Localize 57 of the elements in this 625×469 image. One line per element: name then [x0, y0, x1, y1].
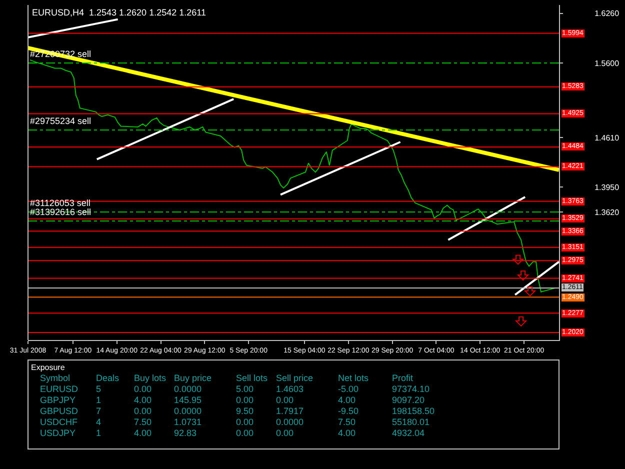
text: 0.00 — [134, 406, 152, 416]
text: 4.00 — [338, 395, 356, 405]
text: 7.50 — [134, 417, 152, 427]
y-tick-label: 1.5600 — [594, 58, 620, 68]
text: -9.50 — [338, 406, 359, 416]
text: 1 — [96, 395, 102, 405]
text: 4.00 — [338, 428, 356, 438]
text: 1.0731 — [174, 417, 202, 427]
line-series — [30, 59, 556, 292]
text: Sell price — [276, 373, 314, 383]
text: 4932.04 — [392, 428, 425, 438]
text: Buy price — [174, 373, 212, 383]
text: 0.00 — [276, 428, 294, 438]
y-tick-label: 1.3620 — [594, 208, 620, 217]
text: 0.0000 — [174, 384, 202, 394]
text: 1.7917 — [276, 406, 304, 416]
text: Deals — [96, 373, 120, 383]
y-tick-label: 1.4610 — [594, 133, 620, 142]
text: 0.00 — [276, 395, 294, 405]
text: 5 — [96, 384, 102, 394]
y-tick-label: 1.3950 — [594, 182, 620, 192]
text: 4 — [96, 417, 102, 427]
text: 0.00 — [134, 384, 152, 394]
text: Sell lots — [236, 373, 268, 383]
text: -5.00 — [338, 384, 359, 394]
text: EURUSD — [40, 384, 78, 394]
text: 7 — [96, 406, 102, 416]
text: 0.00 — [236, 417, 254, 427]
text: 7.50 — [338, 417, 356, 427]
text: Profit — [392, 373, 414, 383]
text: 0.00 — [236, 395, 254, 405]
text: Buy lots — [134, 373, 166, 383]
text: 4.00 — [134, 395, 152, 405]
text: 198158.50 — [392, 406, 435, 416]
text: GBPJPY — [40, 395, 76, 405]
text: 0.00 — [236, 428, 254, 438]
chart-title: EURUSD,H4 1.2543 1.2620 1.2542 1.2611 — [32, 7, 206, 18]
text: GBPUSD — [40, 406, 78, 416]
text: 4.00 — [134, 428, 152, 438]
text: Symbol — [40, 373, 70, 383]
text: 5.00 — [236, 384, 254, 394]
ref-line-label: #29755234 sell — [30, 116, 92, 126]
y-tick-label: 1.6260 — [594, 9, 620, 18]
text: 97374.10 — [392, 384, 430, 394]
text: 1 — [96, 428, 102, 438]
text: 9.50 — [236, 406, 254, 416]
text: 0.0000 — [174, 406, 202, 416]
text: Exposure — [31, 363, 65, 372]
text: 9097.20 — [392, 395, 425, 405]
text: 0.0000 — [276, 417, 304, 427]
text: 145.95 — [174, 395, 202, 405]
text: USDJPY — [40, 428, 76, 438]
text: 92.83 — [174, 428, 197, 438]
text: Net lots — [338, 373, 369, 383]
text: 55180.01 — [392, 417, 430, 427]
text: USDCHF — [40, 417, 78, 427]
text: 1.4603 — [276, 384, 304, 394]
